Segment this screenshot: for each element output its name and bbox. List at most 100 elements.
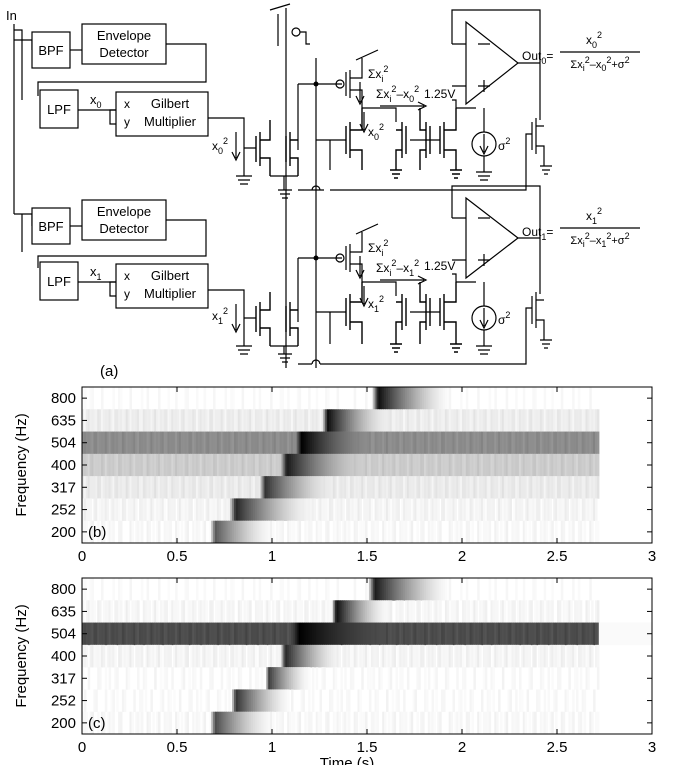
heatmap-cell <box>137 622 140 646</box>
heatmap-cell <box>239 622 243 646</box>
heatmap-cell <box>551 520 554 544</box>
heatmap-cell <box>121 431 125 455</box>
channel1-core: Σxi2 Σxi2–x12 x12 σ2 1.25V Out1= x12 <box>244 185 640 365</box>
heatmap-cell <box>387 431 391 455</box>
heatmap-cell <box>505 520 509 544</box>
heatmap-cell <box>543 520 547 544</box>
heatmap-cell <box>539 520 543 544</box>
heatmap-cell <box>353 387 357 410</box>
heatmap-cell <box>110 431 113 455</box>
heatmap-cell <box>321 600 324 623</box>
heatmap-cell <box>146 498 150 522</box>
heatmap-cell <box>220 520 224 544</box>
heatmap-cell <box>543 476 547 499</box>
heatmap-cell <box>237 644 241 668</box>
heatmap-cell <box>230 578 233 601</box>
heatmap-cell <box>427 578 431 601</box>
heatmap-cell <box>482 453 486 477</box>
heatmap-cell <box>310 498 313 522</box>
heatmap-cell <box>408 387 412 410</box>
heatmap-cell <box>336 689 340 713</box>
heatmap-cell <box>196 689 199 713</box>
heatmap-cell <box>310 476 313 499</box>
heatmap-cell <box>389 600 393 623</box>
heatmap-cell <box>490 600 493 623</box>
heatmap-cell <box>612 622 615 646</box>
heatmap-cell <box>277 520 281 544</box>
heatmap-cell <box>372 431 376 455</box>
heatmap-cell <box>209 644 212 668</box>
heatmap-cell <box>583 431 587 455</box>
heatmap-cell <box>443 431 446 455</box>
heatmap-cell <box>287 622 290 646</box>
heatmap-cell <box>171 498 174 522</box>
heatmap-cell <box>433 711 436 735</box>
heatmap-cell <box>304 622 307 646</box>
heatmap-cell <box>441 644 444 668</box>
heatmap-cell <box>467 644 471 668</box>
heatmap-cell <box>154 431 157 455</box>
heatmap-cell <box>395 409 398 432</box>
heatmap-cell <box>332 453 336 477</box>
heatmap-cell <box>283 453 286 477</box>
heatmap-cell <box>177 476 180 499</box>
heatmap-cell <box>585 431 588 455</box>
heatmap-cell <box>146 644 150 668</box>
heatmap-cell <box>110 600 113 623</box>
heatmap-cell <box>163 431 167 455</box>
bpf-label-0: BPF <box>38 43 63 58</box>
heatmap-cell <box>93 453 96 477</box>
heatmap-cell <box>422 476 425 499</box>
heatmap-cell <box>519 453 522 477</box>
heatmap-cell <box>116 453 119 477</box>
heatmap-cell <box>433 600 436 623</box>
heatmap-cell <box>218 476 222 499</box>
heatmap-cell <box>539 600 543 623</box>
heatmap-cell <box>201 498 205 522</box>
out1-numerator: x12 <box>586 206 602 226</box>
heatmap-cell <box>583 622 587 646</box>
heatmap-cell <box>91 644 94 668</box>
heatmap-cell <box>256 498 260 522</box>
heatmap-cell <box>163 667 167 690</box>
heatmap-cell <box>465 600 469 623</box>
heatmap-cell <box>488 711 492 735</box>
heatmap-cell <box>89 476 93 499</box>
heatmap-cell <box>266 600 269 623</box>
heatmap-cell <box>446 622 450 646</box>
heatmap-cell <box>460 520 463 544</box>
heatmap-cell <box>570 520 573 544</box>
heatmap-cell <box>272 453 275 477</box>
heatmap-cell <box>209 476 212 499</box>
heatmap-cell <box>184 476 188 499</box>
heatmap-cell <box>177 453 180 477</box>
heatmap-cell <box>389 622 393 646</box>
heatmap-cell <box>372 578 376 601</box>
heatmap-cell <box>515 520 518 544</box>
heatmap-cell <box>190 453 193 477</box>
heatmap-cell <box>384 578 387 601</box>
heatmap-cell <box>536 476 539 499</box>
heatmap-cell <box>524 409 528 432</box>
heatmap-cell <box>85 453 89 477</box>
heatmap-cell <box>439 711 442 735</box>
heatmap-cell <box>560 578 564 601</box>
heatmap-cell <box>308 498 311 522</box>
heatmap-cell <box>218 498 222 522</box>
heatmap-cell <box>97 644 100 668</box>
heatmap-cell <box>275 476 279 499</box>
heatmap-cell <box>484 409 488 432</box>
heatmap-cell <box>566 431 569 455</box>
heatmap-cell <box>577 387 581 410</box>
heatmap-cell <box>209 453 212 477</box>
heatmap-cell <box>427 520 431 544</box>
heatmap-cell <box>253 431 256 455</box>
diff-label-1: Σxi2–x12 <box>376 258 419 278</box>
heatmap-row-400 <box>82 644 600 668</box>
heatmap-cell <box>125 453 129 477</box>
heatmap-cell <box>291 453 294 477</box>
heatmap-cell <box>186 476 189 499</box>
heatmap-cell <box>374 711 378 735</box>
heatmap-cell <box>209 600 212 623</box>
heatmap-cell <box>101 578 104 601</box>
